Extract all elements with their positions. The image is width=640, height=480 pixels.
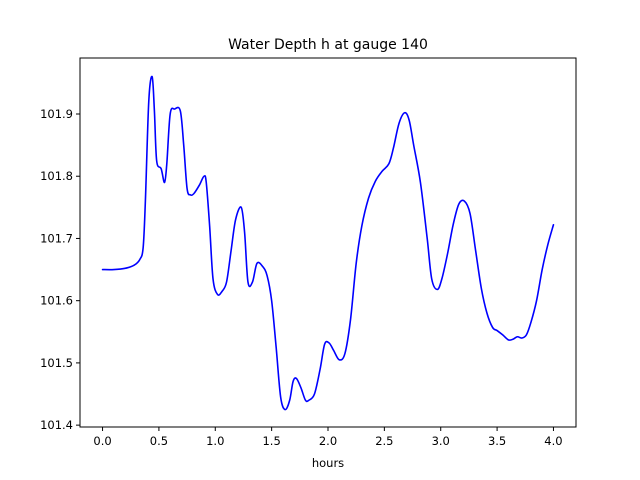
y-tick-label: 101.9 [40,107,73,121]
y-tick-label: 101.8 [40,169,73,183]
chart-title: Water Depth h at gauge 140 [228,37,428,53]
axis-ticks: 0.0 0.5 1.0 1.5 2.0 2.5 3.0 3.5 4.0 101.4 101.5 101… [40,107,563,448]
x-tick-label: 0.5 [150,434,168,448]
x-tick-label: 3.0 [432,434,450,448]
x-tick-label: 0.0 [93,434,111,448]
plot-area [101,75,555,411]
y-tick-label: 101.6 [40,294,73,308]
x-tick-label: 1.5 [262,434,280,448]
series-line [101,75,555,411]
plot-frame [79,57,577,428]
y-tick-label: 101.5 [40,356,73,370]
x-tick-label: 4.0 [544,434,562,448]
y-tick-label: 101.4 [40,418,73,432]
x-tick-label: 1.0 [206,434,224,448]
y-tick-label: 101.7 [40,231,73,245]
x-tick-label: 3.5 [488,434,506,448]
x-tick-label: 2.0 [319,434,337,448]
x-tick-label: 2.5 [375,434,393,448]
x-axis-label: hours [312,456,344,470]
